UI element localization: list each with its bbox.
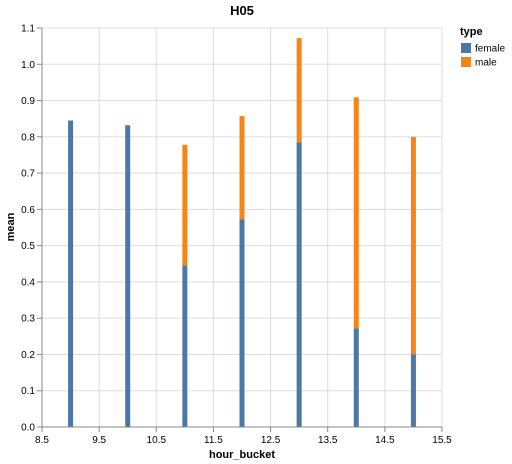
bars — [68, 38, 416, 427]
bar-male — [239, 116, 245, 220]
legend-label-female: female — [475, 44, 505, 55]
bar-female — [68, 120, 74, 427]
y-axis-title: mean — [5, 212, 17, 241]
bar-female — [353, 328, 359, 427]
legend-swatch-male — [461, 57, 471, 67]
x-tick-label: 8.5 — [35, 435, 49, 446]
y-tick-label: 0.7 — [21, 169, 35, 180]
legend-title: type — [460, 26, 483, 38]
x-tick-label: 13.5 — [318, 435, 338, 446]
legend-label-male: male — [475, 58, 497, 69]
axes: 0.0 0.1 0.2 0.3 0.4 0.5 0.6 0.7 0.8 0.9 1.0 1.1 8.5 9… — [21, 24, 452, 447]
y-tick-label: 0.0 — [21, 423, 35, 434]
legend: type female male — [460, 26, 505, 69]
y-tick-label: 0.4 — [21, 277, 35, 288]
x-tick-label: 14.5 — [375, 435, 395, 446]
x-axis-title: hour_bucket — [209, 449, 275, 461]
x-tick-label: 11.5 — [204, 435, 223, 446]
bar-male — [182, 144, 188, 266]
legend-swatch-female — [461, 43, 471, 53]
bar-female — [410, 354, 416, 427]
bar-male — [296, 38, 302, 143]
y-tick-label: 1.0 — [21, 60, 35, 71]
y-tick-label: 0.1 — [21, 386, 35, 397]
y-tick-label: 0.2 — [21, 350, 35, 361]
x-tick-label: 10.5 — [147, 435, 167, 446]
y-tick-label: 1.1 — [21, 24, 35, 35]
y-tick-label: 0.6 — [21, 205, 35, 216]
x-tick-label: 15.5 — [432, 435, 452, 446]
y-tick-label: 0.8 — [21, 132, 35, 143]
bar-female — [125, 125, 131, 427]
bar-male — [353, 97, 359, 329]
bar-male — [410, 136, 416, 355]
bar-female — [239, 219, 245, 427]
y-tick-label: 0.3 — [21, 314, 35, 325]
y-tick-label: 0.9 — [21, 96, 35, 107]
x-tick-label: 12.5 — [261, 435, 281, 446]
chart-title: H05 — [230, 3, 254, 18]
bar-female — [296, 142, 302, 427]
x-tick-label: 9.5 — [92, 435, 106, 446]
y-tick-label: 0.5 — [21, 241, 35, 252]
bar-female — [182, 265, 188, 427]
